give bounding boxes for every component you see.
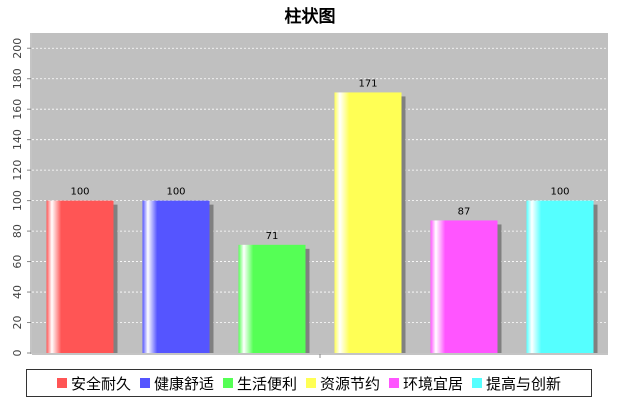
legend-item: 健康舒适 (139, 373, 214, 394)
legend-label: 安全耐久 (70, 374, 131, 393)
y-tick-label: 80 (11, 224, 24, 238)
legend-label: 生活便利 (236, 374, 297, 393)
legend-swatch (306, 378, 316, 388)
y-tick-label: 40 (11, 285, 24, 299)
legend: 安全耐久 健康舒适 生活便利 资源节约 环境宜居 提高与创新 (26, 369, 592, 397)
data-labels: 100 100 71 171 87 100 (70, 78, 569, 241)
y-axis: 0 20 40 60 80 100 120 140 160 180 200 (11, 33, 32, 357)
bar-chart: 0 20 40 60 80 100 120 140 160 180 200 100 100 71 171 8… (11, 33, 608, 358)
y-tick-label: 140 (11, 129, 24, 150)
data-label: 171 (358, 78, 377, 89)
bar (142, 200, 210, 353)
legend-swatch (389, 378, 400, 388)
bars (46, 92, 598, 353)
legend-item: 环境宜居 (389, 373, 463, 394)
data-label: 71 (266, 231, 279, 242)
chart-title: 柱状图 (284, 7, 336, 27)
legend-item: 资源节约 (306, 373, 380, 394)
legend-item: 提高与创新 (472, 373, 561, 394)
legend-swatch (139, 378, 150, 388)
data-label: 100 (550, 187, 569, 198)
legend-swatch (222, 378, 233, 388)
y-tick-label: 100 (11, 190, 24, 211)
y-tick-label: 160 (11, 99, 24, 120)
plot-area (32, 33, 608, 353)
y-tick-label: 20 (11, 316, 24, 330)
legend-swatch (56, 378, 67, 388)
y-tick-label: 60 (11, 255, 24, 269)
y-tick-label: 180 (11, 68, 24, 89)
legend-label: 资源节约 (320, 374, 381, 393)
data-label: 100 (70, 187, 89, 198)
bar (430, 220, 498, 353)
legend-label: 提高与创新 (486, 374, 562, 393)
bar (46, 200, 114, 353)
y-tick-label: 0 (11, 350, 24, 357)
gridlines (32, 47, 608, 323)
data-label: 100 (166, 187, 185, 198)
bar (526, 200, 594, 353)
legend-label: 环境宜居 (403, 374, 464, 393)
bar (334, 92, 402, 353)
legend-item: 生活便利 (222, 373, 297, 394)
legend-label: 健康舒适 (153, 374, 214, 393)
y-tick-label: 120 (11, 160, 24, 181)
legend-item: 安全耐久 (56, 373, 131, 394)
data-label: 87 (458, 206, 471, 217)
legend-swatch (472, 378, 483, 388)
bar (238, 244, 306, 353)
y-tick-label: 200 (11, 38, 24, 59)
